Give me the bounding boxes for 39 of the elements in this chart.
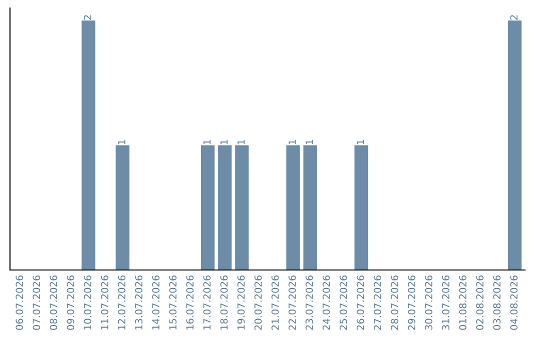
x-tick-label: 07.07.2026 xyxy=(32,275,40,330)
x-tick-label: 18.07.2026 xyxy=(220,275,228,330)
x-tick-label: 25.07.2026 xyxy=(340,275,348,330)
x-tick-label: 06.07.2026 xyxy=(16,275,24,330)
x-tick-label: 14.07.2026 xyxy=(152,275,160,330)
data-label: 1 xyxy=(118,140,126,144)
data-label: 1 xyxy=(220,140,228,144)
x-tick-label: 11.07.2026 xyxy=(100,275,108,330)
x-tick-label: 22.07.2026 xyxy=(288,275,296,330)
x-tick-label: 26.07.2026 xyxy=(356,275,364,330)
x-tick-label: 29.07.2026 xyxy=(408,275,416,330)
data-label: 2 xyxy=(84,15,92,20)
x-tick-label: 01.08.2026 xyxy=(459,275,466,330)
x-tick-label: 12.07.2026 xyxy=(118,275,126,330)
x-tick-label: 02.08.2026 xyxy=(476,275,484,330)
data-label: 1 xyxy=(288,140,296,144)
x-tick-label: 10.07.2026 xyxy=(84,275,92,330)
data-label: 1 xyxy=(356,140,364,144)
x-tick-label: 27.07.2026 xyxy=(374,275,382,330)
x-tick-label: 09.07.2026 xyxy=(66,275,74,330)
x-tick-label: 31.07.2026 xyxy=(442,275,450,330)
x-tick-label: 19.07.2026 xyxy=(237,275,245,330)
x-tick-label: 28.07.2026 xyxy=(390,275,398,330)
x-tick-label: 16.07.2026 xyxy=(186,275,194,330)
x-tick-label: 17.07.2026 xyxy=(203,275,211,330)
x-tick-label: 30.07.2026 xyxy=(424,275,432,330)
x-tick-label: 21.07.2026 xyxy=(271,275,279,330)
data-label: 1 xyxy=(203,140,210,144)
data-label: 1 xyxy=(306,140,313,144)
x-tick-label: 04.08.2026 xyxy=(510,275,518,330)
x-tick-label: 03.08.2026 xyxy=(493,275,501,330)
x-tick-label: 13.07.2026 xyxy=(135,275,142,330)
data-label: 2 xyxy=(510,15,518,20)
x-tick-label: 08.07.2026 xyxy=(50,275,58,330)
x-tick-label: 15.07.2026 xyxy=(169,275,177,330)
x-tick-label: 24.07.2026 xyxy=(322,275,330,330)
data-label: 1 xyxy=(238,140,245,144)
x-tick-label: 20.07.2026 xyxy=(254,275,262,330)
x-tick-label: 23.07.2026 xyxy=(306,275,313,330)
